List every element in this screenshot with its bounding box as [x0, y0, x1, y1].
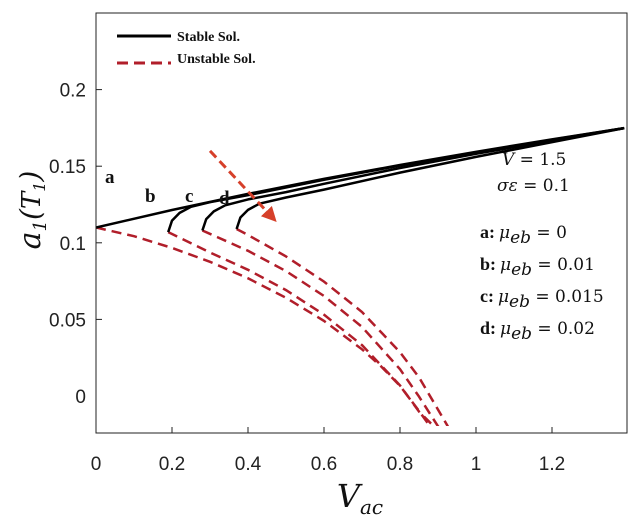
stable-branch-d	[235, 126, 625, 230]
curves-group	[96, 126, 625, 426]
curve-label-c: c	[185, 186, 193, 207]
unstable-branch-b	[167, 230, 436, 426]
y-tick-label: 0.1	[60, 234, 86, 255]
curve-label-b: b	[145, 186, 156, 207]
y-tick-label: 0	[75, 387, 86, 408]
y-tick-label: 0.05	[49, 310, 86, 331]
y-tick-label: 0.15	[49, 157, 86, 178]
mu-entry-c: c: μeb = 0.015	[480, 286, 604, 312]
param-sigma-epsilon: σε = 0.1	[497, 176, 570, 196]
x-tick-label: 0	[91, 454, 102, 475]
parameter-annotations: V = 1.5 σε = 0.1 a: μeb = 0 b: μeb = 0.01 …	[480, 150, 604, 344]
x-tick-label: 0.4	[235, 454, 262, 475]
plot-frame	[95, 12, 628, 434]
x-tick-label: 0.8	[387, 454, 413, 475]
x-tick-label: 1	[471, 454, 482, 475]
y-tick-label: 0.2	[60, 81, 86, 102]
x-axis-title: Vac	[337, 477, 383, 518]
mu-entry-a: a: μeb = 0	[480, 222, 567, 248]
y-axis-title: a1(T1)	[13, 171, 51, 250]
legend-unstable-label: Unstable Sol.	[177, 52, 256, 67]
curve-label-a: a	[105, 167, 115, 188]
param-v: V = 1.5	[502, 150, 566, 170]
mu-entry-b: b: μeb = 0.01	[480, 254, 595, 280]
arrow-layer	[208, 149, 277, 223]
trend-arrow	[208, 149, 277, 223]
curve-label-d: d	[219, 188, 230, 209]
legend: Stable Sol. Unstable Sol.	[117, 30, 256, 67]
stable-branch-b	[167, 126, 625, 233]
x-tick-label: 0.6	[311, 454, 337, 475]
mu-entry-d: d: μeb = 0.02	[480, 318, 595, 344]
unstable-branch-a	[96, 226, 432, 426]
stable-branch-c	[201, 126, 625, 231]
x-tick-label: 1.2	[539, 454, 565, 475]
unstable-branch-d	[236, 227, 450, 426]
x-tick-label: 0.2	[159, 454, 185, 475]
legend-stable-label: Stable Sol.	[177, 30, 240, 45]
unstable-branch-c	[201, 229, 440, 426]
ticks-group: 0 0.2 0.4 0.6 0.8 1 1.2 0.2 0.15 0.1 0.05 0	[49, 81, 565, 475]
